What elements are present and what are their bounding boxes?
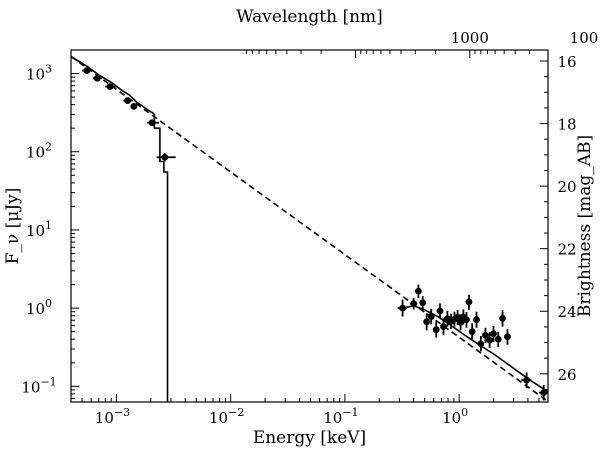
data-point <box>130 102 138 110</box>
data-point <box>432 321 440 338</box>
top-tick-label: 100 <box>570 29 599 47</box>
y-tick-label: 101 <box>26 219 52 240</box>
data-marker <box>499 314 506 322</box>
data-marker <box>490 330 497 338</box>
data-point <box>499 310 506 327</box>
data-marker <box>124 97 131 105</box>
x-tick-label: 10−1 <box>323 406 358 427</box>
data-marker <box>419 299 427 307</box>
data-marker <box>473 316 480 324</box>
series-line-1 <box>71 55 169 402</box>
data-marker <box>486 336 494 344</box>
data-marker <box>436 307 444 315</box>
series-line-2 <box>402 304 548 393</box>
right-tick-label: 20 <box>557 178 576 196</box>
plot-frame <box>70 49 549 403</box>
data-point <box>123 97 132 105</box>
data-marker <box>477 340 485 348</box>
y-tick-label: 103 <box>26 63 52 84</box>
data-marker <box>148 119 156 127</box>
x-tick-label: 10−2 <box>209 406 244 427</box>
data-marker <box>432 326 440 334</box>
data-marker <box>106 83 114 91</box>
data-point <box>538 384 548 401</box>
x-tick-label: 100 <box>442 406 468 427</box>
data-marker <box>494 335 502 343</box>
data-marker <box>399 304 406 312</box>
right-tick-label: 18 <box>557 116 576 134</box>
data-marker <box>482 331 489 339</box>
data-marker <box>83 67 91 75</box>
data-point <box>473 311 480 328</box>
data-point <box>82 67 92 75</box>
data-point <box>490 326 497 342</box>
data-marker <box>93 74 101 82</box>
right-tick-label: 16 <box>557 53 576 71</box>
data-point <box>156 153 176 162</box>
data-point <box>477 335 485 352</box>
data-marker <box>161 153 169 161</box>
y-axis-title: F_ν [μJy] <box>3 188 23 265</box>
series-line-0 <box>71 55 548 402</box>
data-point <box>436 303 444 319</box>
data-point <box>521 372 532 389</box>
data-point <box>423 313 431 331</box>
data-marker <box>410 300 418 308</box>
data-point <box>92 74 103 82</box>
right-tick-label: 26 <box>557 366 576 384</box>
data-marker <box>427 313 435 320</box>
data-point <box>494 331 502 347</box>
x-tick-label: 10−3 <box>95 406 130 427</box>
data-marker <box>504 333 511 341</box>
data-point <box>468 323 476 340</box>
data-point <box>419 296 427 310</box>
y-tick-label: 10−1 <box>21 375 56 396</box>
y-tick-label: 102 <box>26 141 52 162</box>
data-point <box>486 332 494 348</box>
right-axis-title: Brightness [mag_AB] <box>575 135 595 317</box>
data-marker <box>423 318 431 326</box>
data-marker <box>440 323 447 331</box>
data-point <box>504 329 511 345</box>
top-axis-title: Wavelength [nm] <box>236 7 383 27</box>
right-tick-label: 22 <box>557 241 576 259</box>
data-marker <box>523 376 531 384</box>
data-point <box>440 318 447 336</box>
data-marker <box>414 287 422 295</box>
data-marker <box>130 102 138 110</box>
data-point <box>427 308 435 325</box>
data-point <box>482 327 489 343</box>
data-point <box>409 297 418 310</box>
data-point <box>414 284 422 298</box>
data-point <box>463 312 470 328</box>
x-axis-title: Energy [keV] <box>253 428 366 448</box>
data-point <box>146 119 159 127</box>
data-marker <box>463 316 470 324</box>
data-marker <box>457 318 464 326</box>
data-point <box>105 83 116 91</box>
data-point <box>397 299 408 317</box>
right-tick-label: 24 <box>557 303 576 321</box>
data-marker <box>465 298 473 306</box>
data-marker <box>540 389 548 397</box>
y-tick-label: 100 <box>26 297 52 318</box>
data-marker <box>468 328 476 336</box>
top-tick-label: 1000 <box>451 29 489 47</box>
data-point <box>465 294 473 310</box>
